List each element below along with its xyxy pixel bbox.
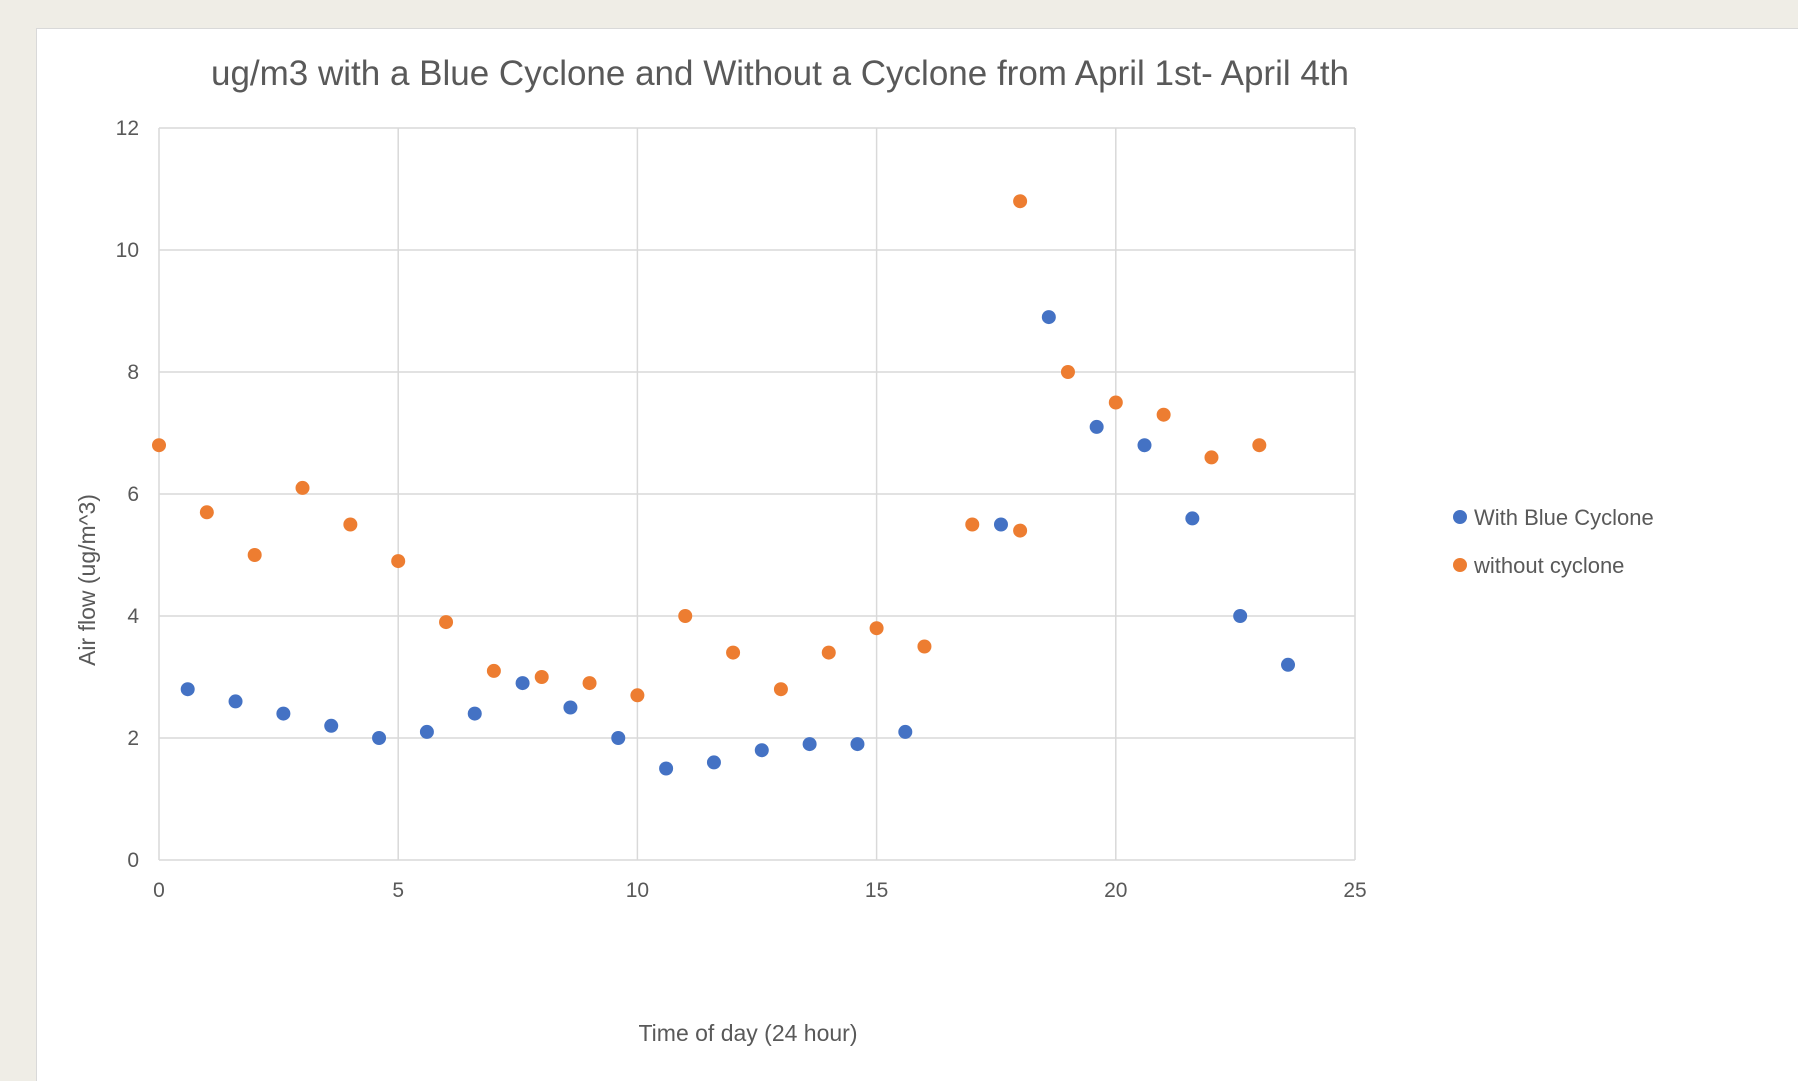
chart-title: ug/m3 with a Blue Cyclone and Without a … xyxy=(211,54,1349,93)
y-tick-label: 2 xyxy=(127,727,139,750)
point-with-blue-cyclone xyxy=(1281,657,1296,672)
point-with-blue-cyclone xyxy=(1233,609,1248,623)
point-with-blue-cyclone xyxy=(180,682,195,697)
point-without-cyclone xyxy=(152,438,166,453)
point-with-blue-cyclone xyxy=(706,755,721,770)
point-with-blue-cyclone xyxy=(611,731,626,745)
legend-marker xyxy=(1453,510,1467,524)
point-without-cyclone xyxy=(486,663,501,678)
point-with-blue-cyclone xyxy=(563,700,578,715)
point-with-blue-cyclone xyxy=(419,724,434,739)
y-tick-label: 6 xyxy=(127,483,139,506)
point-without-cyclone xyxy=(1252,438,1267,453)
x-tick-label: 20 xyxy=(1104,879,1127,902)
point-without-cyclone xyxy=(1060,365,1075,379)
chart-panel: ug/m3 with a Blue Cyclone and Without a … xyxy=(36,28,1798,1081)
point-without-cyclone xyxy=(343,517,358,532)
point-without-cyclone xyxy=(247,548,262,562)
point-with-blue-cyclone xyxy=(754,743,769,758)
tick-labels: 0 2 4 6 8 10 12 0 5 10 15 20 25 xyxy=(116,117,1367,902)
point-without-cyclone xyxy=(678,609,693,623)
x-tick-label: 25 xyxy=(1343,879,1366,902)
point-with-blue-cyclone xyxy=(1089,419,1104,434)
point-without-cyclone xyxy=(582,676,597,691)
point-without-cyclone xyxy=(439,615,454,630)
point-with-blue-cyclone xyxy=(993,517,1008,532)
point-without-cyclone xyxy=(773,682,788,697)
point-without-cyclone xyxy=(1156,407,1171,422)
point-without-cyclone xyxy=(1108,395,1123,410)
point-with-blue-cyclone xyxy=(1185,511,1200,526)
point-with-blue-cyclone xyxy=(276,706,291,721)
point-with-blue-cyclone xyxy=(515,676,530,691)
y-tick-label: 8 xyxy=(127,361,139,384)
point-without-cyclone xyxy=(726,645,741,660)
legend-marker xyxy=(1453,558,1467,572)
point-with-blue-cyclone xyxy=(1041,310,1056,325)
legend[interactable]: With Blue Cyclone without cyclone xyxy=(1453,505,1654,578)
point-without-cyclone xyxy=(917,639,932,654)
point-without-cyclone xyxy=(965,517,980,532)
point-without-cyclone xyxy=(1204,450,1219,465)
data-points xyxy=(152,194,1296,776)
legend-entry: without cyclone xyxy=(1473,553,1624,578)
point-without-cyclone xyxy=(199,505,214,520)
point-with-blue-cyclone xyxy=(1137,438,1152,453)
legend-entry: With Blue Cyclone xyxy=(1474,505,1654,530)
point-with-blue-cyclone xyxy=(324,718,339,733)
point-without-cyclone xyxy=(534,670,549,684)
point-without-cyclone xyxy=(295,480,310,495)
scatter-chart: ug/m3 with a Blue Cyclone and Without a … xyxy=(74,54,1654,1046)
point-with-blue-cyclone xyxy=(372,731,387,745)
y-axis-title: Air flow (ug/m^3) xyxy=(74,494,100,666)
point-with-blue-cyclone xyxy=(659,761,674,776)
x-tick-label: 5 xyxy=(392,879,404,902)
point-without-cyclone xyxy=(630,688,645,703)
point-with-blue-cyclone xyxy=(850,737,865,752)
point-with-blue-cyclone xyxy=(898,724,913,739)
y-tick-label: 0 xyxy=(127,849,139,872)
point-with-blue-cyclone xyxy=(802,737,817,752)
x-tick-label: 15 xyxy=(865,879,888,902)
y-tick-label: 10 xyxy=(116,239,139,262)
x-tick-label: 10 xyxy=(626,879,649,902)
point-with-blue-cyclone xyxy=(228,694,243,709)
y-tick-label: 4 xyxy=(127,605,139,628)
point-without-cyclone xyxy=(821,645,836,660)
point-without-cyclone xyxy=(391,554,406,569)
point-without-cyclone xyxy=(869,621,884,636)
x-axis-title: Time of day (24 hour) xyxy=(638,1020,857,1046)
point-without-cyclone xyxy=(1013,523,1028,538)
point-with-blue-cyclone xyxy=(467,706,482,721)
y-tick-label: 12 xyxy=(116,117,139,140)
gridlines xyxy=(158,127,1356,861)
point-without-cyclone xyxy=(1013,194,1028,209)
x-tick-label: 0 xyxy=(153,879,165,902)
